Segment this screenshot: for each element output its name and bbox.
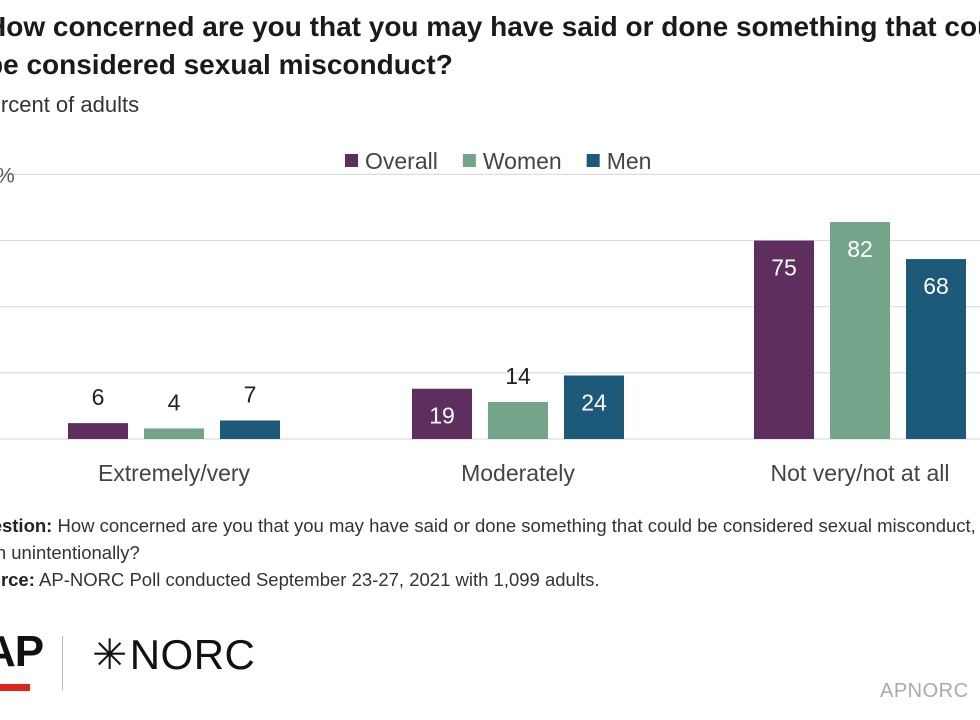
source-label: Source:	[0, 569, 35, 590]
norc-logo: ✳NORC	[92, 630, 255, 679]
ap-logo: AP	[0, 627, 44, 676]
data-label: 4	[168, 389, 181, 415]
bar	[220, 420, 280, 439]
chart-notes: Question: How concerned are you that you…	[0, 512, 980, 593]
bar	[754, 240, 814, 439]
legend-swatch	[345, 154, 358, 167]
data-label: 68	[923, 273, 949, 299]
data-label: 7	[244, 381, 257, 407]
bar	[144, 428, 204, 439]
norc-logo-text: NORC	[129, 631, 256, 678]
bar	[906, 259, 966, 439]
bar	[488, 401, 548, 439]
data-label: 82	[847, 236, 873, 262]
data-label: 75	[771, 255, 797, 281]
data-label: 14	[505, 363, 531, 389]
x-tick-label: Not very/not at all	[771, 460, 950, 486]
data-label: 24	[581, 389, 607, 415]
logo-divider	[62, 636, 63, 690]
bar	[564, 375, 624, 439]
chart-subtitle: Percent of adults	[0, 92, 140, 117]
norc-star-icon: ✳	[92, 631, 128, 678]
question-note: Question: How concerned are you that you…	[0, 512, 980, 566]
legend-label: Overall	[365, 148, 438, 174]
data-label: 19	[429, 403, 455, 429]
question-text: How concerned are you that you may have …	[0, 515, 976, 563]
source-text: AP-NORC Poll conducted September 23-27, …	[39, 569, 600, 590]
bar-chart: % Overall Women Men 6 4 7 Extremely/very 19 14 24 M…	[0, 148, 980, 486]
legend-label: Men	[607, 148, 652, 174]
ap-logo-bar	[0, 684, 30, 691]
x-tick-label: Moderately	[461, 460, 575, 486]
data-label: 6	[92, 384, 105, 410]
bar	[830, 222, 890, 439]
footer-brand: APNORC	[880, 680, 969, 702]
question-label: Question:	[0, 515, 53, 536]
chart-title: How concerned are you that you may have …	[0, 11, 980, 80]
bar	[68, 423, 128, 439]
x-tick-label: Extremely/very	[98, 460, 251, 486]
legend-label: Women	[483, 148, 562, 174]
y-tick-label: %	[0, 164, 15, 187]
bar	[412, 388, 472, 439]
source-note: Source: AP-NORC Poll conducted September…	[0, 566, 980, 593]
legend-swatch	[586, 154, 600, 167]
legend-swatch	[462, 154, 476, 167]
